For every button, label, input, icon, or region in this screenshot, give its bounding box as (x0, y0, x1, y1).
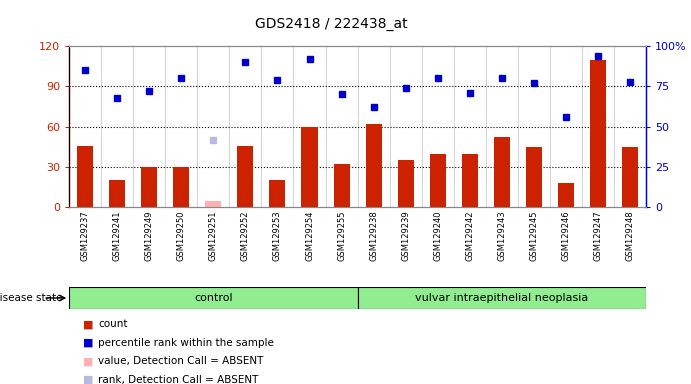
Text: disease state: disease state (0, 293, 62, 303)
Bar (558, 183, 574, 207)
Text: ■: ■ (83, 356, 94, 366)
Bar (109, 180, 125, 207)
Bar (590, 60, 606, 207)
Text: vulvar intraepithelial neoplasia: vulvar intraepithelial neoplasia (415, 293, 589, 303)
Text: ■: ■ (83, 319, 94, 329)
Text: value, Detection Call = ABSENT: value, Detection Call = ABSENT (98, 356, 263, 366)
Text: ■: ■ (83, 375, 94, 384)
Bar (334, 164, 350, 207)
Bar (358, 287, 646, 309)
Bar (238, 146, 254, 207)
Bar (526, 147, 542, 207)
Text: GDS2418 / 222438_at: GDS2418 / 222438_at (256, 17, 408, 31)
Text: percentile rank within the sample: percentile rank within the sample (98, 338, 274, 348)
Bar (430, 154, 446, 207)
Bar (622, 147, 638, 207)
Bar (205, 200, 221, 207)
Bar (397, 161, 414, 207)
Text: ■: ■ (83, 338, 94, 348)
Bar (69, 287, 358, 309)
Bar (301, 127, 318, 207)
Bar (141, 167, 158, 207)
Bar (269, 180, 285, 207)
Text: control: control (194, 293, 233, 303)
Text: count: count (98, 319, 128, 329)
Text: rank, Detection Call = ABSENT: rank, Detection Call = ABSENT (98, 375, 258, 384)
Bar (494, 137, 510, 207)
Bar (462, 154, 477, 207)
Bar (77, 146, 93, 207)
Bar (173, 167, 189, 207)
Bar (366, 124, 381, 207)
